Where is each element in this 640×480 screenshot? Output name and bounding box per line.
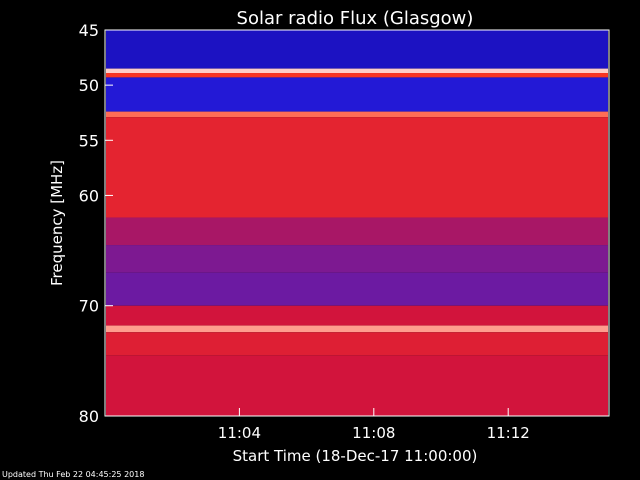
heatmap-band-2 <box>106 73 608 78</box>
heatmap-band-9 <box>106 305 608 326</box>
footer-updated: Updated Thu Feb 22 04:45:25 2018 <box>2 470 144 479</box>
y-axis-label: Frequency [MHz] <box>48 160 66 286</box>
y-tick-label: 80 <box>79 407 99 426</box>
y-tick-label: 50 <box>79 76 99 95</box>
heatmap-band-10 <box>106 325 608 333</box>
y-axis: 45 50 55 60 70 80 <box>79 21 113 426</box>
heatmap-band-8 <box>106 272 608 306</box>
plot-frame <box>104 29 610 417</box>
heatmap-band-5 <box>106 117 608 218</box>
x-tick-label: 11:12 <box>487 424 530 442</box>
heatmap-band-7 <box>106 245 608 273</box>
x-axis-label: Start Time (18-Dec-17 11:00:00) <box>233 447 478 465</box>
x-tick-label: 11:04 <box>218 424 261 442</box>
heatmap-band-12 <box>106 355 608 416</box>
x-axis: 11:04 11:08 11:12 <box>218 408 530 442</box>
heatmap-area <box>105 30 609 416</box>
y-tick-label: 45 <box>79 21 99 40</box>
chart-title: Solar radio Flux (Glasgow) <box>237 8 474 29</box>
y-tick-label: 70 <box>79 297 99 316</box>
heatmap-band-0 <box>106 30 608 69</box>
heatmap-band-1 <box>106 68 608 74</box>
heatmap-band-4 <box>106 111 608 118</box>
y-tick-label: 60 <box>79 186 99 205</box>
y-tick-label: 55 <box>79 131 99 150</box>
x-tick-label: 11:08 <box>352 424 395 442</box>
heatmap-band-6 <box>106 217 608 246</box>
heatmap-band-11 <box>106 332 608 356</box>
heatmap-band-3 <box>106 77 608 112</box>
